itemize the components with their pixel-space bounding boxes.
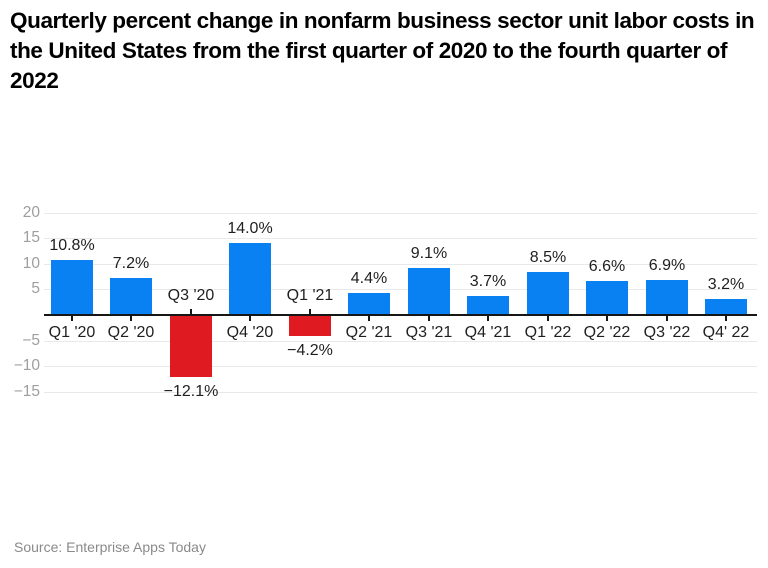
bar-value-label: 8.5% bbox=[529, 249, 567, 266]
gridline bbox=[44, 341, 757, 342]
bar-value-label: 10.8% bbox=[49, 237, 95, 254]
y-axis-tick-label: −10 bbox=[13, 357, 40, 374]
bar-value-label: 14.0% bbox=[227, 220, 273, 237]
axis-tick bbox=[428, 316, 430, 321]
bar[interactable] bbox=[110, 278, 152, 315]
axis-tick bbox=[547, 316, 549, 321]
bar[interactable] bbox=[586, 281, 628, 315]
bar[interactable] bbox=[408, 268, 450, 315]
bar[interactable] bbox=[467, 296, 509, 315]
bar-category-label: Q4 '21 bbox=[464, 324, 512, 341]
gridline bbox=[44, 238, 757, 239]
bar-category-label: Q4 '20 bbox=[226, 324, 274, 341]
bar[interactable] bbox=[229, 243, 271, 315]
axis-tick bbox=[666, 316, 668, 321]
axis-tick bbox=[190, 309, 192, 314]
axis-tick bbox=[249, 316, 251, 321]
bar-value-label: −12.1% bbox=[163, 383, 219, 400]
gridline bbox=[44, 392, 757, 393]
axis-tick bbox=[71, 316, 73, 321]
bar-value-label: 6.6% bbox=[588, 258, 626, 275]
axis-tick bbox=[725, 316, 727, 321]
bar[interactable] bbox=[170, 315, 212, 377]
bar-category-label: Q3 '22 bbox=[643, 324, 691, 341]
bar-value-label: 6.9% bbox=[648, 257, 686, 274]
bar[interactable] bbox=[646, 280, 688, 315]
y-axis-tick-label: 10 bbox=[22, 255, 40, 272]
gridline bbox=[44, 264, 757, 265]
axis-tick bbox=[130, 316, 132, 321]
bar-value-label: 7.2% bbox=[112, 255, 150, 272]
bar-category-label: Q1 '21 bbox=[286, 287, 334, 304]
bar[interactable] bbox=[705, 299, 747, 315]
bar[interactable] bbox=[51, 260, 93, 315]
chart-title: Quarterly percent change in nonfarm busi… bbox=[10, 8, 755, 93]
bar-category-label: Q3 '20 bbox=[167, 287, 215, 304]
bar-category-label: Q2 '21 bbox=[345, 324, 393, 341]
y-axis-tick-label: 15 bbox=[22, 229, 40, 246]
bar-category-label: Q1 '20 bbox=[48, 324, 96, 341]
source-note: Source: Enterprise Apps Today bbox=[14, 539, 206, 555]
axis-tick bbox=[487, 316, 489, 321]
bar-category-label: Q4' 22 bbox=[702, 324, 750, 341]
y-axis-tick-label: 5 bbox=[31, 280, 40, 297]
y-axis-tick-label: −15 bbox=[13, 383, 40, 400]
bar-value-label: 9.1% bbox=[410, 245, 448, 262]
axis-tick bbox=[368, 316, 370, 321]
bar-value-label: −4.2% bbox=[287, 342, 333, 359]
bar[interactable] bbox=[348, 293, 390, 315]
axis-tick bbox=[309, 309, 311, 314]
bar-category-label: Q3 '21 bbox=[405, 324, 453, 341]
bar-value-label: 3.7% bbox=[469, 273, 507, 290]
axis-tick bbox=[606, 316, 608, 321]
gridline bbox=[44, 289, 757, 290]
bar[interactable] bbox=[289, 315, 331, 336]
gridline bbox=[44, 213, 757, 214]
bar-category-label: Q1 '22 bbox=[524, 324, 572, 341]
y-axis-tick-label: 20 bbox=[22, 204, 40, 221]
zero-axis-line bbox=[44, 314, 757, 316]
bar-value-label: 3.2% bbox=[707, 276, 745, 293]
gridline bbox=[44, 366, 757, 367]
bar-value-label: 4.4% bbox=[350, 270, 388, 287]
bar-category-label: Q2 '20 bbox=[107, 324, 155, 341]
y-axis-tick-label: −5 bbox=[22, 332, 40, 349]
bar[interactable] bbox=[527, 272, 569, 315]
bar-category-label: Q2 '22 bbox=[583, 324, 631, 341]
